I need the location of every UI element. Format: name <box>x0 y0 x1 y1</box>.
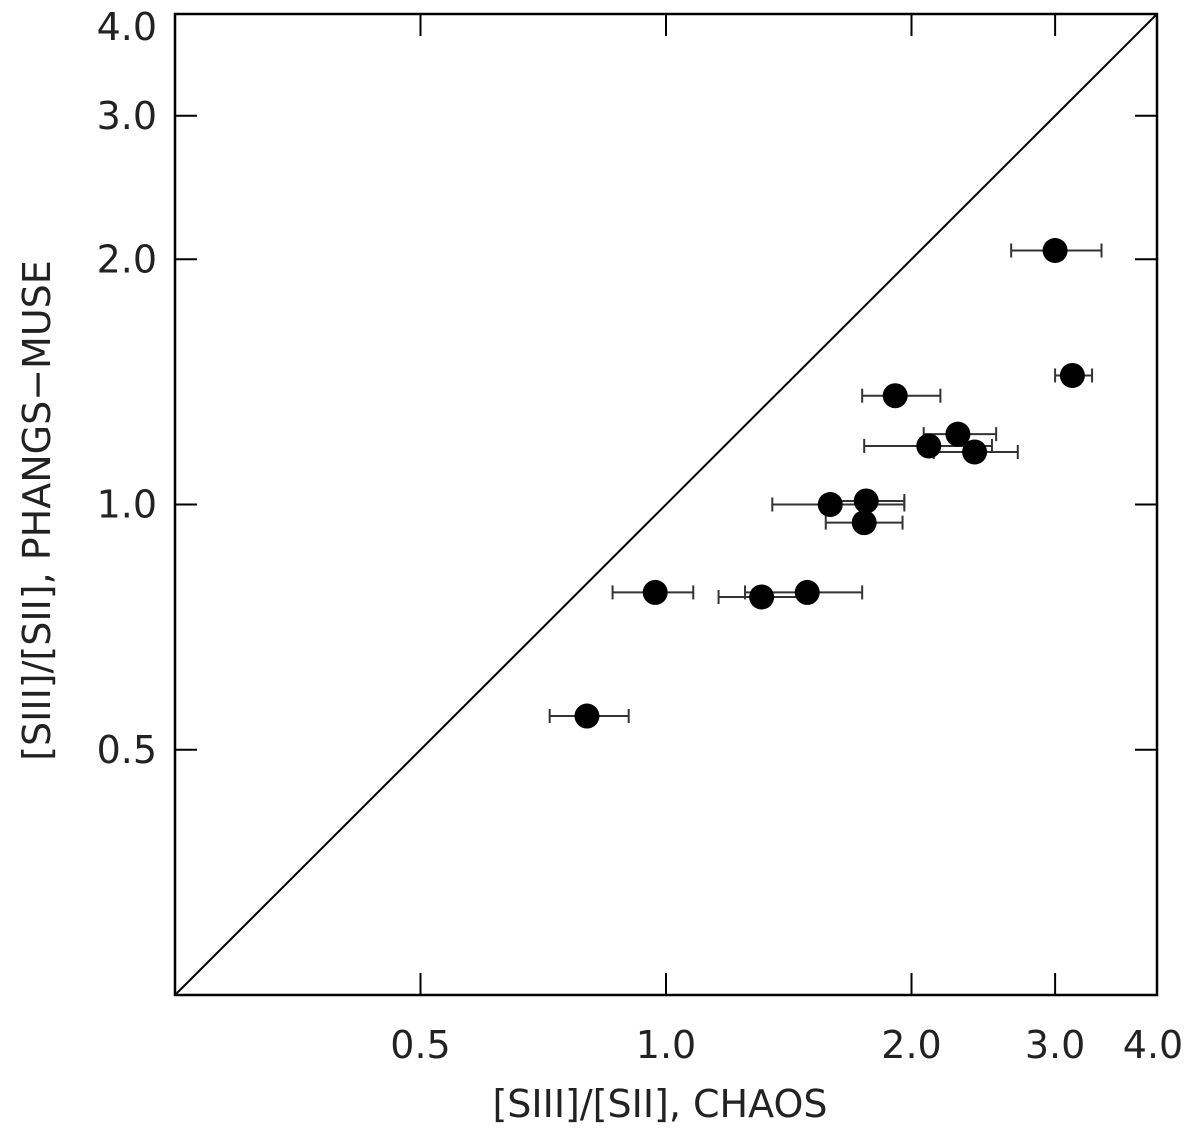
y-tick-label: 1.0 <box>97 483 157 527</box>
data-point <box>962 439 988 465</box>
x-tick-label: 1.0 <box>636 1023 696 1067</box>
y-tick-label: 2.0 <box>97 237 157 281</box>
error-bars <box>548 243 1103 724</box>
axis-ticks <box>175 13 1158 995</box>
x-tick-label: 4.0 <box>1123 1023 1183 1067</box>
identity-line <box>174 13 1158 996</box>
data-point <box>1042 238 1068 264</box>
data-points <box>574 238 1085 729</box>
data-point <box>916 433 942 459</box>
data-point <box>794 579 820 605</box>
data-point <box>945 421 971 447</box>
data-point <box>749 584 775 610</box>
data-point <box>817 492 843 517</box>
y-tick-label: 4.0 <box>97 5 157 49</box>
x-tick-label: 2.0 <box>881 1023 941 1067</box>
data-point <box>882 383 908 409</box>
x-tick-label: 0.5 <box>390 1023 450 1067</box>
data-point <box>642 579 668 605</box>
data-point <box>851 510 877 536</box>
y-tick-label: 0.5 <box>97 728 157 772</box>
tick-labels: 0.5 1.0 2.0 3.0 4.0 0.5 1.0 2.0 3.0 4.0 <box>97 5 1184 1067</box>
y-tick-label: 3.0 <box>97 94 157 138</box>
data-point <box>1059 362 1085 388</box>
x-axis-title: [SIII]/[SII], CHAOS <box>492 1082 827 1126</box>
x-tick-label: 3.0 <box>1025 1023 1085 1067</box>
data-point <box>574 703 600 729</box>
y-axis-title: [SIII]/[SII], PHANGS−MUSE <box>15 260 59 761</box>
data-point <box>853 488 879 514</box>
